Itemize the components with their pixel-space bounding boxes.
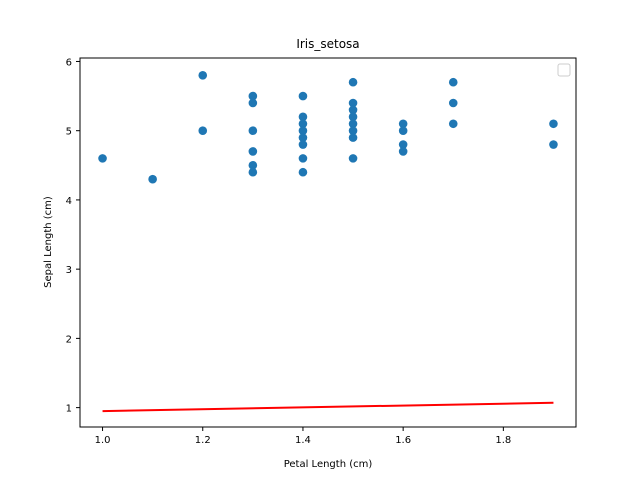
scatter-point: [248, 167, 258, 177]
scatter-point: [448, 77, 458, 87]
scatter-point: [298, 154, 308, 163]
y-tick-label: 4: [66, 196, 72, 207]
scatter-point: [98, 154, 107, 163]
y-tick-label: 6: [66, 57, 72, 68]
scatter-point: [148, 174, 157, 184]
scatter-point: [298, 126, 308, 135]
scatter-point: [348, 77, 358, 87]
x-axis: 1.0 1.2 1.4 1.6 1.8: [95, 427, 511, 446]
scatter-point: [348, 119, 358, 129]
scatter-point: [398, 126, 408, 135]
x-tick-label: 1.4: [295, 435, 311, 446]
scatter-point: [398, 147, 408, 156]
scatter-point: [549, 140, 558, 149]
plot-area: [98, 71, 558, 413]
scatter-point: [448, 119, 458, 129]
scatter-point: [348, 154, 358, 163]
scatter-point: [248, 91, 258, 101]
scatter-point: [198, 126, 208, 135]
scatter-point: [248, 126, 258, 135]
scatter-point: [248, 147, 258, 156]
scatter-point: [348, 105, 358, 115]
chart-title: Iris_setosa: [296, 37, 359, 51]
scatter-point: [348, 133, 358, 142]
x-axis-label: Petal Length (cm): [284, 459, 373, 470]
scatter-point: [298, 133, 308, 142]
scatter-point: [248, 98, 258, 108]
y-axis-label: Sepal Length (cm): [43, 196, 54, 288]
scatter-point: [448, 98, 458, 108]
plot-frame: [79, 57, 577, 428]
y-tick-label: 3: [66, 265, 72, 276]
scatter-point: [348, 126, 358, 135]
scatter-point: [549, 119, 558, 129]
x-tick-label: 1.6: [395, 435, 411, 446]
scatter-point: [298, 91, 308, 101]
scatter-point: [398, 140, 408, 149]
scatter-point: [298, 119, 308, 129]
scatter-point: [348, 98, 358, 108]
x-tick-label: 1.0: [95, 435, 111, 446]
x-tick-label: 1.2: [195, 435, 211, 446]
scatter-point: [398, 119, 408, 129]
regression-line: [102, 401, 554, 413]
x-tick-label: 1.8: [495, 435, 511, 446]
y-tick-label: 1: [66, 404, 72, 415]
y-tick-label: 5: [66, 127, 72, 138]
y-axis: 1 2 3 4 5 6: [66, 57, 80, 415]
y-tick-label: 2: [66, 334, 72, 345]
scatter-point: [198, 71, 208, 80]
scatter-point: [348, 112, 358, 122]
legend-box: [557, 63, 571, 77]
scatter-point: [298, 140, 308, 149]
scatter-point: [248, 161, 258, 170]
scatter-point: [298, 112, 308, 122]
scatter-point: [298, 167, 308, 177]
